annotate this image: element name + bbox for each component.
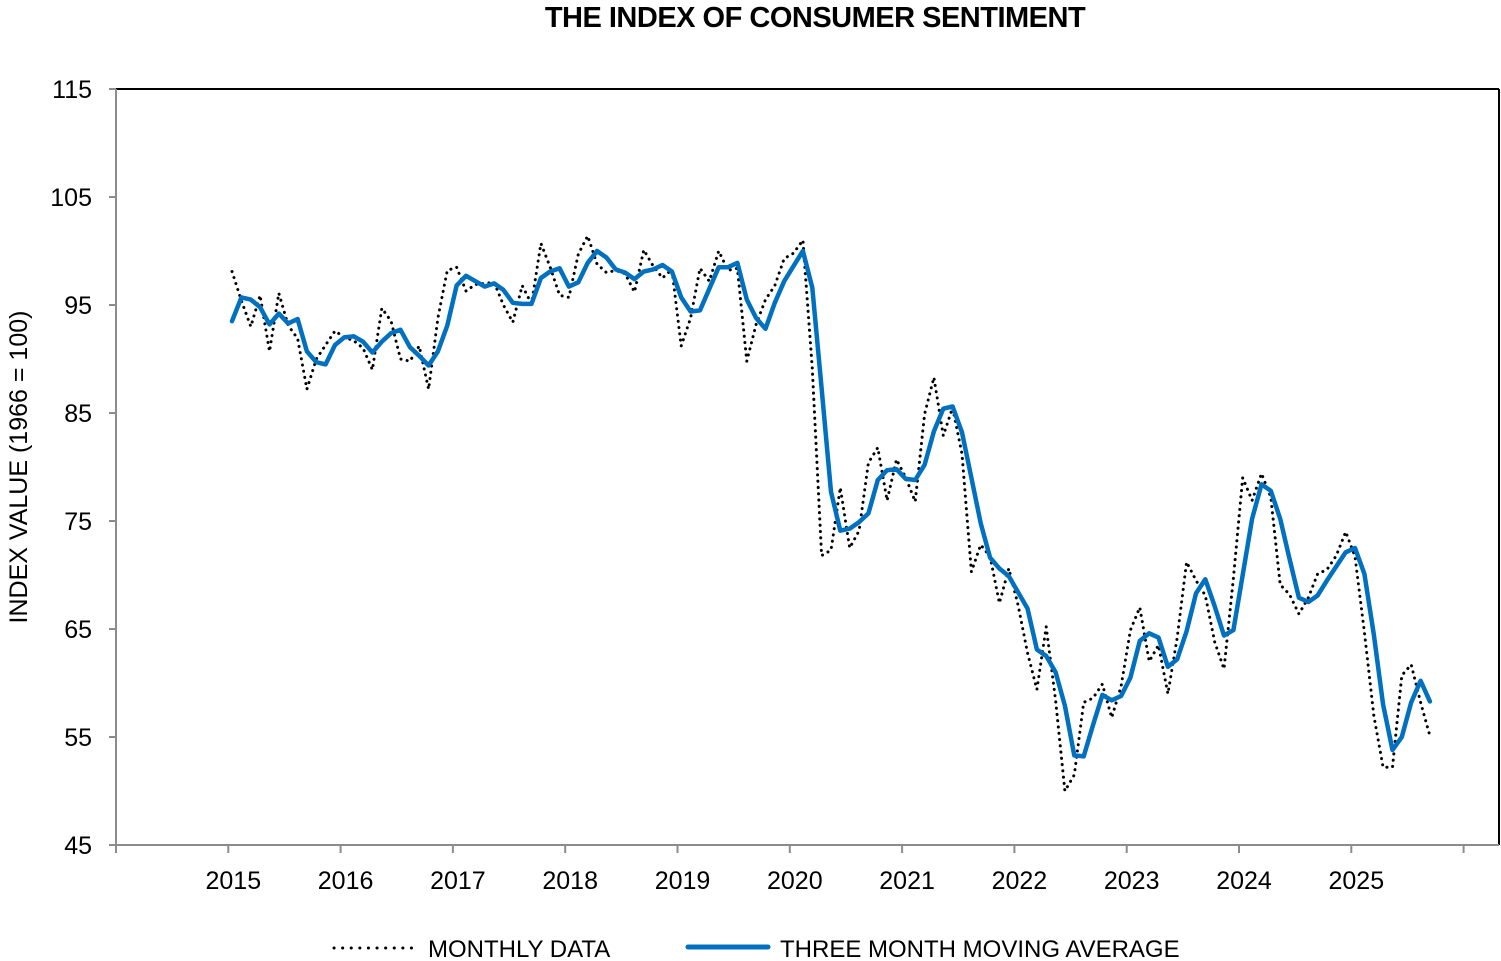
y-axis-title: INDEX VALUE (1966 = 100) xyxy=(5,311,33,624)
series-monthly-data xyxy=(230,234,1432,793)
y-tick-label: 55 xyxy=(64,724,92,752)
y-tick-label: 95 xyxy=(64,292,92,320)
y-tick-label: 105 xyxy=(50,184,92,212)
y-tick-label: 65 xyxy=(64,616,92,644)
legend-label-monthly: MONTHLY DATA xyxy=(428,936,610,961)
x-tick-label: 2021 xyxy=(879,867,935,895)
x-axis-ticks: 2015 2016 2017 2018 2019 2020 2021 2022 2023 2024… xyxy=(115,845,1465,895)
x-tick-label: 2023 xyxy=(1104,867,1160,895)
monthly-data-line xyxy=(230,234,1432,793)
x-tick-label: 2022 xyxy=(992,867,1048,895)
x-tick-label: 2020 xyxy=(767,867,823,895)
y-tick-label: 45 xyxy=(64,832,92,860)
legend: MONTHLY DATA THREE MONTH MOVING AVERAGE xyxy=(332,936,1180,961)
moving-average-line xyxy=(229,248,1433,759)
x-tick-label: 2024 xyxy=(1216,867,1272,895)
y-tick-label: 75 xyxy=(64,508,92,536)
chart-title: THE INDEX OF CONSUMER SENTIMENT xyxy=(544,2,1086,34)
legend-label-moving-average: THREE MONTH MOVING AVERAGE xyxy=(780,936,1180,961)
series-group xyxy=(229,234,1433,793)
x-tick-label: 2016 xyxy=(318,867,374,895)
x-tick-label: 2017 xyxy=(430,867,486,895)
x-tick-label: 2025 xyxy=(1328,867,1384,895)
y-tick-label: 115 xyxy=(52,76,92,104)
y-tick-label: 85 xyxy=(64,400,92,428)
x-tick-label: 2015 xyxy=(205,867,261,895)
y-axis-ticks: 45 55 65 75 85 95 105 115 xyxy=(50,76,116,860)
plot-frame xyxy=(115,88,1500,846)
series-three-month-moving-average xyxy=(229,248,1433,759)
x-tick-label: 2019 xyxy=(655,867,711,895)
x-tick-label: 2018 xyxy=(542,867,598,895)
